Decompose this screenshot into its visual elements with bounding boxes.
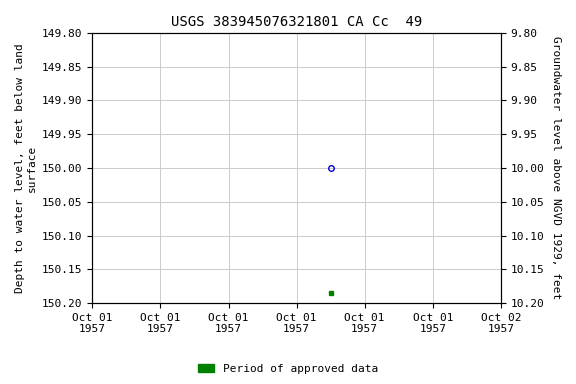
Y-axis label: Depth to water level, feet below land
surface: Depth to water level, feet below land su… [15, 43, 37, 293]
Y-axis label: Groundwater level above NGVD 1929, feet: Groundwater level above NGVD 1929, feet [551, 36, 561, 300]
Title: USGS 383945076321801 CA Cc  49: USGS 383945076321801 CA Cc 49 [171, 15, 422, 29]
Legend: Period of approved data: Period of approved data [193, 359, 383, 379]
